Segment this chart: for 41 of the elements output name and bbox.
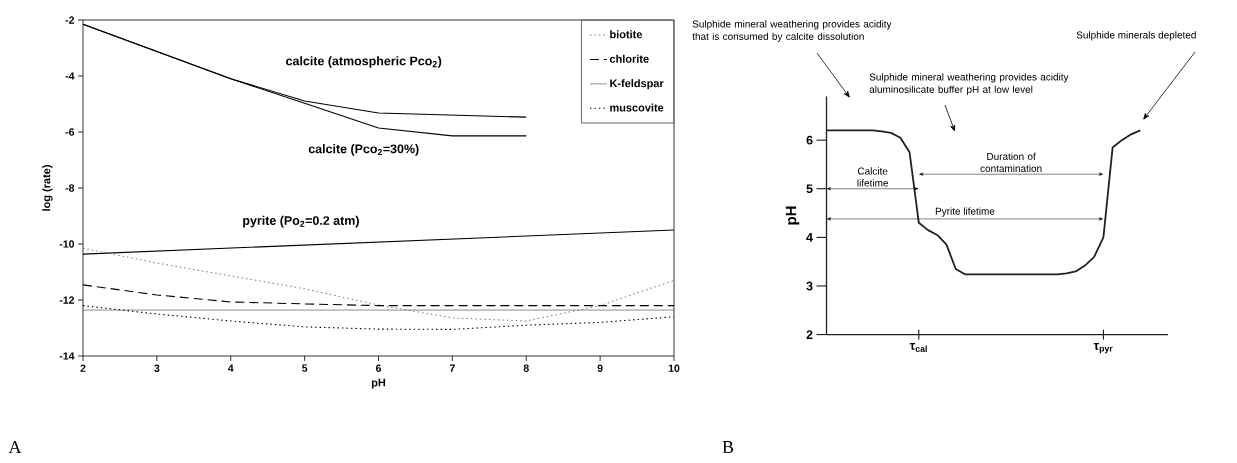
legend-label: biotite [610, 30, 643, 39]
y-tick-label: -4 [65, 72, 75, 80]
annotation: Calcite lifetime [857, 167, 888, 187]
y-tick-label: 5 [806, 184, 813, 194]
x-tick-label: 10 [668, 364, 680, 372]
annotation: calcite (Pco$_{2}$=30%) [308, 144, 419, 156]
annotation: calcite (atmospheric Pco$_{2}$) [286, 56, 442, 68]
legend-label: chlorite [609, 54, 649, 63]
legend-label: K-feldspar [610, 79, 664, 90]
x-tick-label: 9 [597, 364, 603, 372]
y-tick-label: -6 [65, 128, 75, 136]
text: Sulphide minerals depleted [1076, 31, 1196, 41]
y-tick-label: 3 [806, 281, 813, 291]
y-tick-label: 4 [806, 233, 813, 242]
y-axis-title: log (rate) [42, 165, 53, 211]
x-tick-label: 8 [523, 364, 529, 372]
x-tick-label: τ$_{cal}$ [909, 343, 927, 352]
x-tick-label: τ$_{pyr}$ [1093, 343, 1113, 354]
text: Sulphide mineral weathering provides acidity aluminosilicate buffer pH at low level [869, 73, 1069, 95]
text: A [8, 441, 22, 453]
y-tick-label: 2 [806, 330, 813, 339]
y-axis-title: pH [785, 206, 800, 225]
y-tick-label: -8 [65, 184, 75, 192]
legend-label: muscovite [610, 103, 664, 112]
annotation: Duration of contamination [980, 152, 1042, 172]
annotation: pyrite (Po$_{2}$=0.2 atm) [243, 215, 359, 228]
y-tick-label: -14 [59, 352, 75, 360]
text: B [722, 441, 734, 453]
y-tick-label: -12 [59, 296, 75, 304]
x-tick-label: 4 [228, 364, 234, 372]
x-axis-title: pH [371, 378, 386, 389]
text: Sulphide mineral weathering provides acidity that is consumed by calcite dissolution [692, 20, 892, 42]
x-tick-label: 6 [375, 364, 382, 372]
y-tick-label: -10 [59, 240, 75, 248]
y-tick-label: 6 [806, 135, 813, 145]
x-tick-label: 3 [154, 364, 160, 372]
x-tick-label: 2 [80, 364, 86, 372]
x-tick-label: 5 [302, 364, 308, 372]
y-tick-label: -2 [65, 16, 75, 24]
x-tick-label: 7 [449, 364, 455, 372]
annotation: Pyrite lifetime [935, 207, 995, 217]
